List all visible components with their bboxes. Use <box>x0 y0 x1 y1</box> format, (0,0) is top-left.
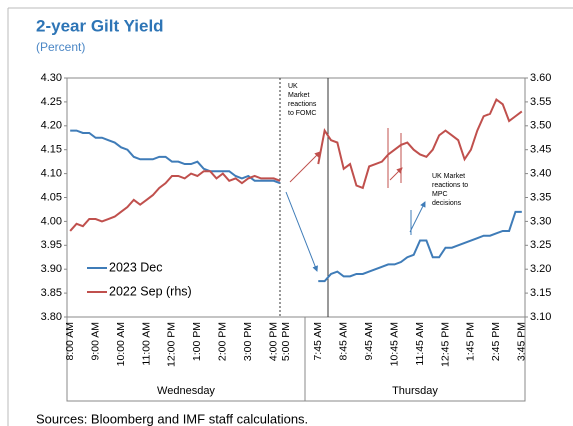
y-tick-label: 4.20 <box>41 120 62 132</box>
annotation: reactions to <box>432 182 468 189</box>
chart-title: 2-year Gilt Yield <box>36 16 164 35</box>
annotation: reactions <box>288 101 317 108</box>
y-tick-label: 3.90 <box>41 263 62 275</box>
y-tick-label: 4.15 <box>41 144 62 156</box>
x-tick-label: 10:45 AM <box>388 322 400 366</box>
series-line <box>70 129 522 283</box>
y2-tick-label: 3.30 <box>530 215 551 227</box>
y2-tick-label: 3.20 <box>530 263 551 275</box>
x-tick-label: 3:00 PM <box>242 322 254 361</box>
y-tick-label: 3.85 <box>41 287 62 299</box>
series-line <box>69 97 523 232</box>
x-tick-label: 1:45 PM <box>465 322 477 361</box>
y2-tick-label: 3.15 <box>530 287 551 299</box>
x-tick-label: 2:00 PM <box>217 322 229 361</box>
x-tick-label: 1:00 PM <box>191 322 203 361</box>
x-tick-label: 12:00 PM <box>166 322 178 367</box>
x-tick-label: 3:45 PM <box>516 322 528 361</box>
x-tick-label: 9:45 AM <box>363 322 375 361</box>
annotation-arrow <box>285 191 318 272</box>
y2-tick-label: 3.40 <box>530 168 551 180</box>
x-axis-frame <box>66 316 526 402</box>
x-tick-label: 8:45 AM <box>337 322 349 361</box>
y2-tick-label: 3.55 <box>530 96 551 108</box>
y2-tick-label: 3.50 <box>530 120 551 132</box>
legend-label: 2023 Dec <box>109 260 163 274</box>
annotation: Market <box>288 92 309 99</box>
x-tick-label: 11:45 AM <box>414 322 426 366</box>
annotation: to FOMC <box>288 110 316 117</box>
chart-subtitle: (Percent) <box>36 40 85 54</box>
y-tick-label: 4.00 <box>41 215 62 227</box>
annotation: decisions <box>432 200 462 207</box>
x-tick-label: 2:45 PM <box>490 322 502 361</box>
y-tick-label: 3.80 <box>41 311 62 323</box>
y2-tick-label: 3.25 <box>530 239 551 251</box>
y-tick-label: 4.30 <box>41 72 62 84</box>
x-tick-label: 8:00 AM <box>64 322 76 361</box>
group-label: Wednesday <box>157 385 215 397</box>
y2-tick-label: 3.35 <box>530 191 551 203</box>
x-tick-label: 12:45 PM <box>439 322 451 367</box>
source-note: Sources: Bloomberg and IMF staff calcula… <box>36 411 308 426</box>
y-tick-label: 3.95 <box>41 239 62 251</box>
y-tick-label: 4.10 <box>41 168 62 180</box>
group-label: Thursday <box>392 385 438 397</box>
y2-tick-label: 3.60 <box>530 72 551 84</box>
x-tick-label: 7:45 AM <box>312 322 324 361</box>
x-tick-label: 11:00 AM <box>140 322 152 366</box>
annotation: MPC <box>432 191 448 198</box>
x-tick-label: 9:00 AM <box>89 322 101 361</box>
y2-tick-label: 3.10 <box>530 311 551 323</box>
annotation-arrow <box>289 151 321 183</box>
x-tick-label: 5:00 PM <box>280 322 292 361</box>
annotation-arrow <box>389 167 403 181</box>
x-tick-label: 4:00 PM <box>268 322 280 361</box>
annotation-arrow <box>409 201 426 233</box>
annotation: UK <box>288 83 298 90</box>
x-tick-label: 10:00 AM <box>115 322 127 366</box>
y-tick-label: 4.25 <box>41 96 62 108</box>
legend-label: 2022 Sep (rhs) <box>109 284 192 298</box>
annotation: UK Market <box>432 173 465 180</box>
y2-tick-label: 3.45 <box>530 144 551 156</box>
y-tick-label: 4.05 <box>41 191 62 203</box>
